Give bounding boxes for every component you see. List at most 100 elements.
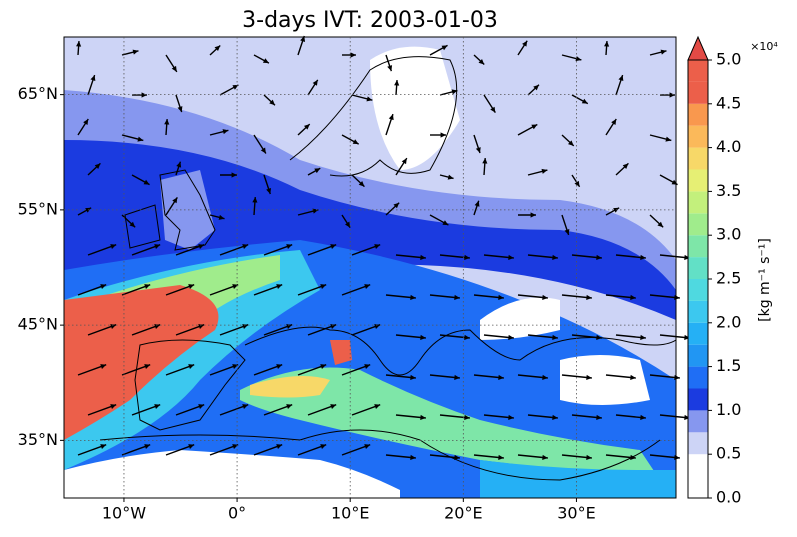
colorbar-segment bbox=[688, 322, 708, 345]
map-field bbox=[64, 37, 676, 498]
wind-arrow-head bbox=[214, 45, 221, 52]
wind-arrow-head bbox=[76, 41, 82, 47]
wind-arrow-head bbox=[447, 174, 454, 180]
wind-arrow-head bbox=[454, 294, 460, 301]
wind-arrow-head bbox=[684, 334, 690, 341]
colorbar-tick-label: 1.0 bbox=[716, 400, 741, 419]
wind-arrow-head bbox=[276, 284, 283, 289]
colorbar-segment bbox=[688, 235, 708, 258]
wind-arrow-head bbox=[410, 374, 416, 381]
colorbar-tick-label: 3.0 bbox=[716, 225, 741, 244]
wind-arrow-head bbox=[410, 294, 416, 301]
wind-arrow-head bbox=[242, 244, 249, 249]
colorbar-tick-label: 2.0 bbox=[716, 312, 741, 331]
wind-arrow-head bbox=[451, 89, 458, 95]
wind-arrow-head bbox=[498, 294, 504, 301]
wind-arrow-head bbox=[188, 444, 195, 449]
wind-arrow-head bbox=[401, 158, 407, 165]
wind-arrow-head bbox=[330, 324, 337, 329]
colorbar-tick-label: 5.0 bbox=[716, 50, 741, 69]
colorbar-segment bbox=[688, 476, 708, 498]
wind-arrow-head bbox=[176, 161, 182, 168]
wind-arrow-head bbox=[345, 221, 351, 228]
wind-arrow-head bbox=[286, 244, 293, 249]
wind-arrow-head bbox=[684, 414, 690, 421]
wind-arrow-head bbox=[110, 324, 117, 329]
wind-arrow-head bbox=[684, 254, 690, 261]
colorbar-tick-label: 0.0 bbox=[716, 488, 741, 507]
wind-arrow-head bbox=[137, 136, 144, 142]
wind-arrow-head bbox=[478, 58, 485, 65]
wind-arrow-head bbox=[364, 284, 371, 289]
colorbar-tick-label: 4.0 bbox=[716, 137, 741, 156]
wind-arrow-head bbox=[100, 284, 107, 289]
wind-arrow-head bbox=[575, 56, 582, 62]
wind-arrow-head bbox=[564, 228, 570, 235]
colorbar-segment bbox=[688, 147, 708, 170]
wind-arrow-head bbox=[252, 197, 258, 203]
wind-arrow-head bbox=[154, 404, 161, 409]
wind-arrow-head bbox=[350, 52, 356, 58]
wind-arrow-head bbox=[420, 414, 426, 421]
wind-arrow-head bbox=[198, 324, 205, 329]
wind-arrow-head bbox=[242, 404, 249, 409]
x-tick-label: 10°W bbox=[102, 504, 146, 523]
wind-arrow-head bbox=[231, 172, 237, 178]
wind-arrow-head bbox=[420, 254, 426, 261]
wind-arrow-head bbox=[188, 364, 195, 369]
wind-arrow-head bbox=[262, 58, 269, 64]
colorbar-tick-label: 2.5 bbox=[716, 269, 741, 288]
wind-arrow-head bbox=[542, 454, 548, 461]
wind-arrow-head bbox=[320, 444, 327, 449]
colorbar-tick-label: 1.5 bbox=[716, 356, 741, 375]
map-title: 3-days IVT: 2003-01-03 bbox=[242, 8, 498, 33]
colorbar-segment bbox=[688, 300, 708, 323]
wind-arrow-head bbox=[618, 75, 624, 82]
x-tick-label: 20°E bbox=[444, 504, 482, 523]
colorbar-tick-label: 3.5 bbox=[716, 181, 741, 200]
wind-arrow-head bbox=[533, 84, 539, 91]
wind-arrow-head bbox=[454, 374, 460, 381]
wind-arrow-head bbox=[586, 294, 592, 301]
wind-arrow-head bbox=[393, 202, 400, 209]
y-tick-label: 65°N bbox=[18, 84, 58, 103]
wind-arrow-head bbox=[490, 106, 496, 113]
colorbar-tick-label: 4.5 bbox=[716, 93, 741, 112]
wind-arrow-head bbox=[314, 168, 321, 174]
wind-arrow-head bbox=[388, 114, 394, 121]
wind-arrow-head bbox=[94, 163, 101, 169]
wind-arrow-head bbox=[542, 294, 548, 301]
wind-arrow-head bbox=[567, 140, 574, 146]
wind-arrow-head bbox=[320, 364, 327, 369]
wind-arrow-head bbox=[286, 404, 293, 409]
wind-arrow-head bbox=[164, 119, 170, 125]
wind-arrow-head bbox=[286, 324, 293, 329]
y-tick-label: 55°N bbox=[18, 199, 58, 218]
wind-arrow-head bbox=[143, 179, 150, 185]
wind-arrow-head bbox=[640, 334, 646, 341]
wind-arrow-head bbox=[442, 220, 449, 226]
wind-arrow-head bbox=[144, 364, 151, 369]
wind-arrow-head bbox=[586, 454, 592, 461]
wind-arrow-head bbox=[144, 444, 151, 449]
wind-arrow-head bbox=[110, 244, 117, 249]
x-tick-label: 0° bbox=[228, 504, 246, 523]
colorbar-segment bbox=[688, 454, 708, 477]
wind-arrow-head bbox=[420, 334, 426, 341]
wind-arrow-head bbox=[475, 147, 481, 154]
wind-arrow-head bbox=[83, 119, 89, 125]
wind-arrow-head bbox=[222, 129, 229, 135]
wind-arrow-head bbox=[198, 244, 205, 249]
wind-arrow-head bbox=[586, 374, 592, 381]
wind-arrow-head bbox=[90, 75, 96, 82]
wind-arrow-head bbox=[330, 244, 337, 249]
wind-arrow-head bbox=[154, 244, 161, 249]
wind-arrow-head bbox=[177, 106, 183, 113]
colorbar-segment bbox=[688, 103, 708, 126]
wind-arrow-head bbox=[154, 324, 161, 329]
y-tick-label: 45°N bbox=[18, 315, 58, 334]
wind-arrow-head bbox=[276, 444, 283, 449]
wind-arrow-head bbox=[358, 181, 365, 187]
wind-arrow-head bbox=[596, 334, 602, 341]
